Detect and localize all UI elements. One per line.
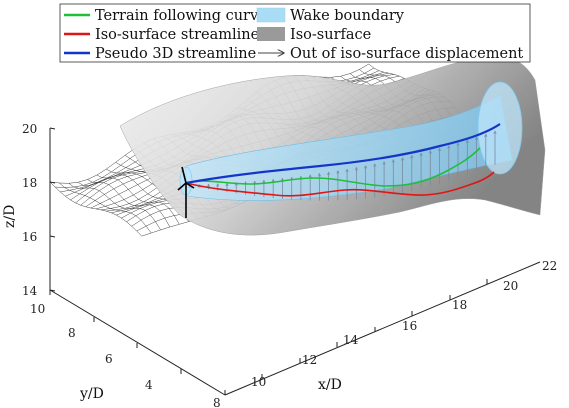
legend-swatch-iso-surface [257, 27, 285, 41]
terrain-following-curve [185, 147, 481, 187]
x-tick-label: 14 [343, 333, 359, 347]
x-tick-label: 8 [213, 396, 221, 408]
legend-label-terrain: Terrain following curve [95, 8, 267, 24]
legend-label-iso-surface: Iso-surface [290, 27, 371, 43]
x-tick-label: 20 [503, 279, 518, 293]
axis-frame [49, 128, 541, 396]
y-axis: 10 8 6 4 y/D [30, 290, 182, 402]
legend-swatch-wake [256, 7, 286, 23]
turbine-icon [177, 166, 195, 218]
x-tick-label: 22 [542, 259, 557, 273]
x-tick-label: 12 [302, 353, 317, 367]
legend-label-iso-streamline: Iso-surface streamline [95, 27, 259, 43]
z-axis-label: z/D [2, 205, 18, 228]
x-axis: 8 10 12 14 16 18 20 22 x/D [213, 259, 557, 408]
z-tick-label: 16 [22, 230, 37, 244]
z-tick-label: 20 [22, 122, 37, 136]
y-tick-label: 10 [30, 302, 45, 316]
z-tick-label: 18 [22, 176, 37, 190]
legend: Terrain following curve Wake boundary Is… [59, 3, 531, 63]
x-axis-label: x/D [318, 377, 342, 393]
x-tick-label: 18 [452, 298, 467, 312]
z-tick-label: 14 [22, 284, 38, 298]
legend-label-wake: Wake boundary [290, 8, 405, 24]
y-tick-label: 6 [105, 352, 113, 366]
terrain-mesh-line [87, 177, 180, 225]
x-tick-label: 10 [251, 375, 266, 389]
terrain-mesh-line [77, 181, 171, 228]
y-tick-label: 8 [68, 326, 76, 340]
x-tick-label: 16 [402, 319, 417, 333]
terrain-mesh-line [49, 181, 142, 237]
z-axis: 20 18 16 14 z/D [2, 122, 56, 298]
y-tick-label: 4 [145, 378, 153, 392]
y-axis-label: y/D [79, 386, 104, 402]
terrain-mesh-line [68, 183, 161, 231]
iso-surface-streamline [185, 171, 495, 197]
terrain-mesh-line [59, 182, 152, 234]
pseudo-3d-streamline [185, 123, 501, 185]
legend-label-pseudo-3d: Pseudo 3D streamline [95, 46, 256, 62]
legend-label-displacement: Out of iso-surface displacement [290, 46, 523, 62]
